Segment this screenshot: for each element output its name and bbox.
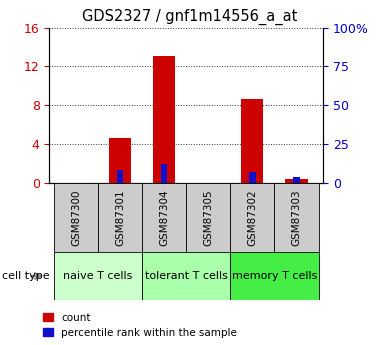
Bar [230,183,274,252]
Text: GSM87304: GSM87304 [159,189,169,246]
Text: GSM87303: GSM87303 [291,189,301,246]
Text: GSM87305: GSM87305 [203,189,213,246]
Bar [230,252,318,300]
Bar [186,183,230,252]
Text: naive T cells: naive T cells [63,271,133,281]
Bar [98,183,142,252]
Text: GDS2327 / gnf1m14556_a_at: GDS2327 / gnf1m14556_a_at [82,9,298,25]
Text: GSM87300: GSM87300 [71,189,81,246]
Bar [117,170,124,183]
Bar [142,252,230,300]
Bar [293,177,300,183]
Bar [109,138,131,183]
Text: cell type: cell type [2,271,49,281]
Legend: count, percentile rank within the sample: count, percentile rank within the sample [43,313,237,338]
Text: GSM87302: GSM87302 [247,189,257,246]
Bar [54,183,98,252]
Bar [161,164,168,183]
Bar [241,99,263,183]
Text: tolerant T cells: tolerant T cells [145,271,228,281]
Bar [54,252,142,300]
Bar [153,56,175,183]
Bar [142,183,186,252]
Text: memory T cells: memory T cells [232,271,317,281]
Bar [285,179,307,183]
Bar [249,172,256,183]
Text: GSM87301: GSM87301 [115,189,125,246]
Bar [274,183,318,252]
